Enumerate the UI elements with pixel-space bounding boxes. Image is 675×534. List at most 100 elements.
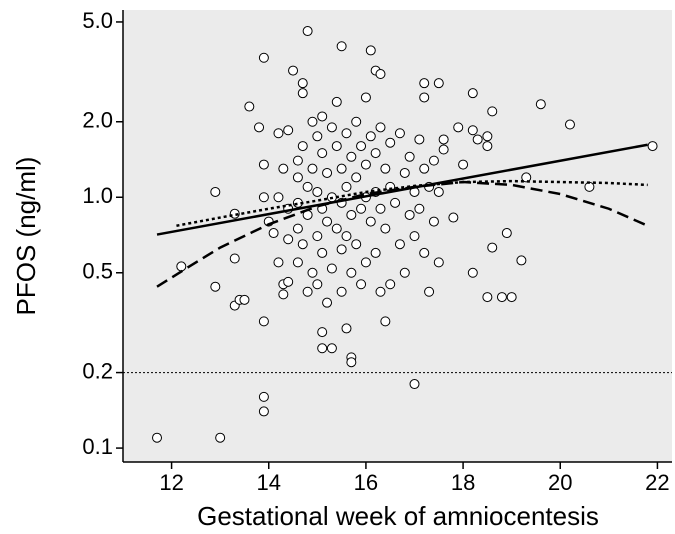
data-point bbox=[331, 141, 342, 152]
data-point bbox=[317, 148, 328, 159]
data-point bbox=[482, 131, 493, 142]
data-point bbox=[326, 343, 337, 354]
data-point bbox=[278, 163, 289, 174]
data-point bbox=[428, 155, 439, 166]
data-point bbox=[273, 257, 284, 268]
data-point bbox=[380, 223, 391, 234]
data-point bbox=[312, 186, 323, 197]
data-point bbox=[176, 261, 187, 272]
data-point bbox=[424, 286, 435, 297]
data-point bbox=[351, 239, 362, 250]
data-point bbox=[278, 289, 289, 300]
data-point bbox=[496, 292, 507, 303]
data-point bbox=[365, 45, 376, 56]
x-tick-label: 16 bbox=[354, 470, 378, 495]
data-point bbox=[467, 88, 478, 99]
data-point bbox=[283, 276, 294, 287]
data-point bbox=[336, 163, 347, 174]
data-point bbox=[210, 281, 221, 292]
data-point bbox=[346, 151, 357, 162]
data-point bbox=[399, 167, 410, 178]
fit-line bbox=[156, 143, 648, 236]
data-point bbox=[375, 203, 386, 214]
data-point bbox=[404, 151, 415, 162]
data-point bbox=[322, 167, 333, 178]
data-point bbox=[317, 111, 328, 122]
data-point bbox=[312, 279, 323, 290]
data-point bbox=[258, 192, 269, 203]
data-point bbox=[453, 122, 464, 133]
data-point bbox=[326, 263, 337, 274]
data-point bbox=[564, 119, 575, 130]
data-point bbox=[258, 52, 269, 63]
data-point bbox=[331, 96, 342, 107]
data-point bbox=[292, 257, 303, 268]
y-tick-label: 1.0 bbox=[82, 183, 113, 208]
x-tick-label: 22 bbox=[645, 470, 669, 495]
data-point bbox=[307, 163, 318, 174]
data-point bbox=[258, 406, 269, 417]
data-point bbox=[297, 239, 308, 250]
data-point bbox=[273, 128, 284, 139]
data-point bbox=[467, 125, 478, 136]
data-point bbox=[356, 279, 367, 290]
data-point bbox=[394, 239, 405, 250]
data-point bbox=[385, 279, 396, 290]
data-point bbox=[210, 186, 221, 197]
data-point bbox=[399, 267, 410, 278]
data-point bbox=[487, 242, 498, 253]
data-point bbox=[292, 223, 303, 234]
data-point bbox=[346, 209, 357, 220]
data-point bbox=[360, 257, 371, 268]
data-point bbox=[292, 172, 303, 183]
data-point bbox=[336, 244, 347, 255]
data-point bbox=[370, 247, 381, 258]
data-point bbox=[404, 209, 415, 220]
y-tick-label: 2.0 bbox=[82, 108, 113, 133]
data-point bbox=[419, 78, 430, 89]
data-point bbox=[414, 203, 425, 214]
y-tick-label: 0.1 bbox=[82, 434, 113, 459]
data-point bbox=[244, 101, 255, 112]
data-point bbox=[458, 159, 469, 170]
data-point bbox=[360, 159, 371, 170]
data-point bbox=[390, 197, 401, 208]
data-point bbox=[535, 99, 546, 110]
data-point bbox=[482, 292, 493, 303]
data-point bbox=[360, 92, 371, 103]
data-point bbox=[336, 286, 347, 297]
data-point bbox=[482, 141, 493, 152]
data-point bbox=[414, 134, 425, 145]
data-point bbox=[409, 379, 420, 390]
data-point bbox=[516, 255, 527, 266]
fit-line bbox=[156, 180, 649, 288]
data-point bbox=[351, 172, 362, 183]
data-point bbox=[215, 432, 226, 443]
data-point bbox=[365, 131, 376, 142]
x-tick-label: 20 bbox=[548, 470, 572, 495]
x-tick-label: 12 bbox=[159, 470, 183, 495]
data-point bbox=[438, 134, 449, 145]
data-point bbox=[302, 286, 313, 297]
data-point bbox=[433, 257, 444, 268]
data-point bbox=[288, 65, 299, 76]
data-point bbox=[297, 141, 308, 152]
data-point bbox=[341, 231, 352, 242]
data-point bbox=[292, 155, 303, 166]
data-point bbox=[380, 163, 391, 174]
data-point bbox=[647, 141, 658, 152]
data-point bbox=[433, 186, 444, 197]
data-point bbox=[283, 234, 294, 245]
y-tick-label: 0.5 bbox=[82, 259, 113, 284]
data-point bbox=[317, 327, 328, 338]
data-point bbox=[419, 247, 430, 258]
data-point bbox=[346, 267, 357, 278]
data-point bbox=[351, 116, 362, 127]
data-point bbox=[375, 69, 386, 80]
data-point bbox=[258, 391, 269, 402]
data-point bbox=[331, 223, 342, 234]
data-point bbox=[317, 343, 328, 354]
data-point bbox=[239, 294, 250, 305]
data-point bbox=[506, 292, 517, 303]
data-point bbox=[229, 253, 240, 264]
